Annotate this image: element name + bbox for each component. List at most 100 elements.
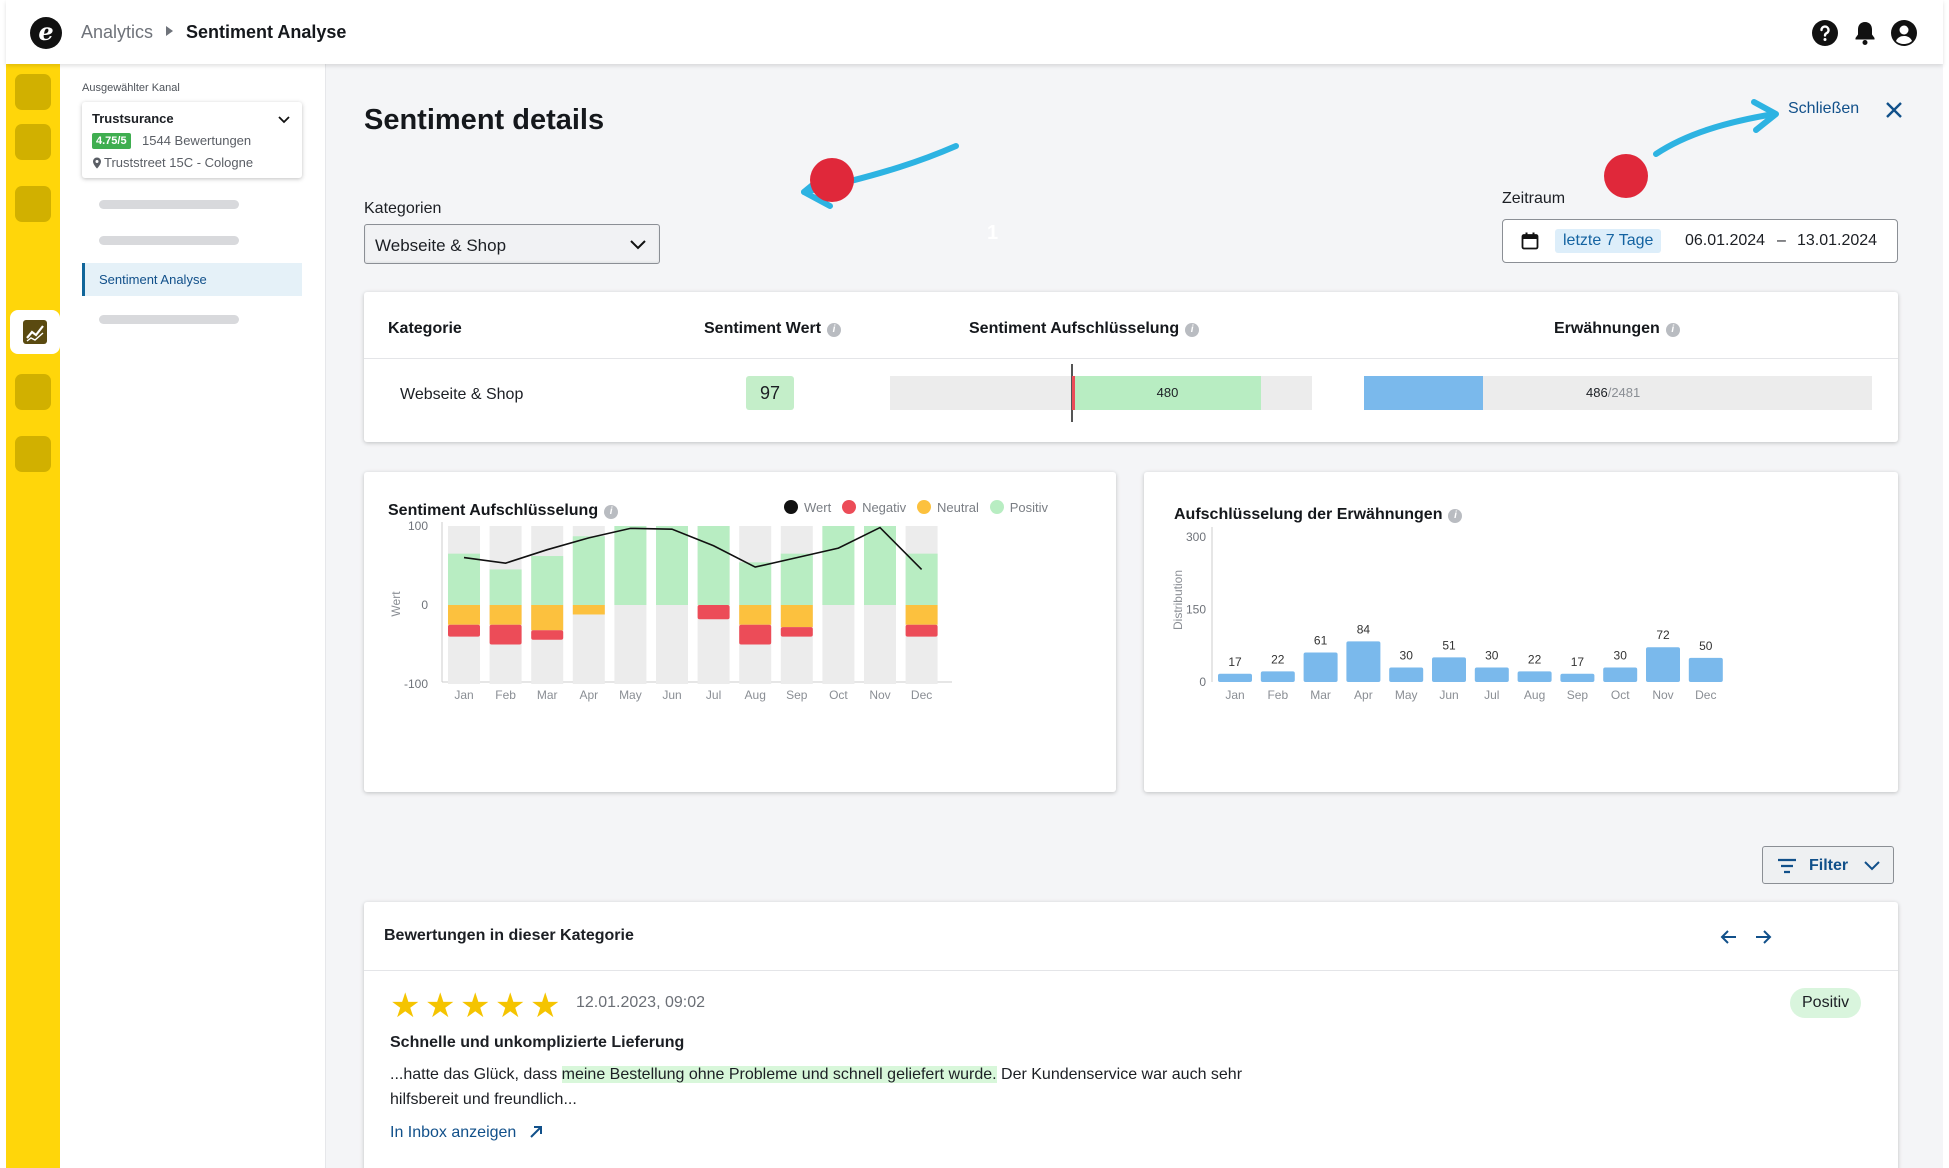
column-header-erwaehnungen: Erwähnungen i (1554, 320, 1680, 338)
legend-item-positiv[interactable]: Positiv (989, 500, 1049, 515)
filter-button[interactable]: Filter (1762, 846, 1894, 884)
info-icon[interactable]: i (827, 323, 842, 337)
y-tick-label: 150 (1186, 603, 1206, 617)
x-tick-label: Sep (1567, 688, 1589, 702)
mentions-chart-card: Aufschlüsselung der Erwähnungen i 300 150 0… (1144, 472, 1898, 792)
sidebar-item-placeholder[interactable] (99, 315, 239, 324)
sidebar-item-label: Sentiment Analyse (99, 272, 207, 287)
mentions-bar (1218, 673, 1252, 682)
bar-neutral (780, 605, 813, 628)
data-label: 22 (1271, 652, 1285, 666)
data-label: 30 (1485, 649, 1499, 663)
mentions-bar (1346, 641, 1381, 682)
sentiment-chart-svg: 100 0 -100 Wert Jan Feb Mar Apr May Jun Jul Aug Sep O… (389, 519, 952, 702)
bar-positive (614, 526, 647, 605)
rail-item[interactable] (15, 74, 51, 110)
x-tick-label: Jun (1439, 688, 1458, 702)
header-divider (364, 358, 1898, 359)
x-tick-label: Jul (706, 688, 721, 702)
bar-positive (905, 553, 938, 605)
inbox-link[interactable]: In Inbox anzeigen (390, 1124, 543, 1142)
review-text-part: Der Kundenservice war auch sehr (996, 1066, 1243, 1083)
sentiment-value-badge: 97 (746, 376, 794, 410)
star-icon: ★ (425, 987, 456, 1025)
channel-selector[interactable]: Trustsurance 4.75/5 1544 Bewertungen Tru… (82, 102, 302, 178)
bell-icon[interactable] (1851, 19, 1879, 47)
review-text-part: ...hatte das Glück, dass (390, 1066, 562, 1083)
rail-item[interactable] (15, 374, 51, 410)
breadcrumb-analytics[interactable]: Analytics (81, 22, 154, 42)
column-header-kategorie: Kategorie (388, 320, 462, 337)
review-text-part: hilfsbereit und freundlich... (390, 1091, 577, 1108)
sidebar-item-placeholder[interactable] (99, 236, 239, 245)
sentiment-breakdown-chart-card: Sentiment Aufschlüsselung i Wert Negativ … (364, 472, 1116, 792)
sidebar-item-sentiment-analyse[interactable]: Sentiment Analyse (82, 263, 302, 296)
date-range-picker[interactable]: letzte 7 Tage 06.01.2024 – 13.01.2024 (1502, 219, 1898, 263)
legend-label: Wert (804, 500, 832, 515)
info-icon[interactable]: i (604, 505, 619, 519)
data-label: 30 (1614, 649, 1628, 663)
legend-item-wert[interactable]: Wert (784, 500, 831, 515)
info-icon[interactable]: i (1448, 509, 1463, 523)
arrow-left-icon[interactable] (1720, 928, 1738, 946)
mentions-bar (1688, 657, 1723, 682)
info-icon[interactable]: i (1665, 323, 1680, 337)
rail-item[interactable] (15, 186, 51, 222)
category-select[interactable]: Webseite & Shop (364, 224, 660, 264)
sentiment-summary-table: Kategorie Sentiment Wert i Sentiment Aufs… (364, 292, 1898, 442)
x-tick-label: Mar (1310, 688, 1331, 702)
mentions-bar (1517, 671, 1552, 682)
sentiment-badge: Positiv (1790, 988, 1862, 1018)
close-icon[interactable] (1884, 100, 1904, 120)
mentions-count: 486 (1586, 385, 1608, 400)
date-separator: – (1777, 232, 1786, 249)
close-button[interactable]: Schließen (1788, 100, 1860, 117)
header-label: Erwähnungen (1554, 320, 1660, 337)
bar-neutral (531, 605, 564, 631)
legend-label: Positiv (1009, 500, 1049, 515)
bar-positive (739, 562, 772, 605)
location-pin-icon (93, 157, 101, 169)
row-category: Webseite & Shop (400, 386, 524, 403)
bar-neutral (905, 605, 938, 625)
help-icon[interactable] (1811, 19, 1839, 47)
wert-line (463, 526, 923, 571)
bar-negative (697, 605, 730, 620)
bar-negative (448, 624, 480, 637)
rail-item-analytics[interactable] (10, 310, 60, 354)
mentions-bar (1474, 667, 1509, 682)
sidebar-item-placeholder[interactable] (99, 200, 239, 209)
mentions-bar (1603, 667, 1638, 682)
legend-item-neutral[interactable]: Neutral (916, 500, 979, 515)
timeframe-preset-chip[interactable]: letzte 7 Tage (1555, 229, 1662, 253)
chart-title: Aufschlüsselung der Erwähnungen i (1174, 506, 1463, 524)
x-tick-label: Mar (537, 688, 558, 702)
sentiment-breakdown-positive-bar: 480 (1074, 376, 1261, 410)
bar-neutral (739, 605, 772, 625)
rail-item[interactable] (15, 124, 51, 160)
x-tick-label: Aug (745, 688, 766, 702)
rail-item[interactable] (15, 436, 51, 472)
channel-name: Trustsurance (92, 111, 174, 126)
sidebar: Ausgewählter Kanal Trustsurance 4.75/5 1… (60, 64, 326, 1168)
x-tick-label: Jan (454, 688, 473, 702)
sentiment-negative-bar (1072, 376, 1075, 410)
x-tick-label: May (1395, 688, 1418, 702)
app-logo[interactable]: e (30, 17, 62, 49)
breadcrumb-separator-icon (166, 26, 173, 36)
arrow-right-icon[interactable] (1754, 928, 1772, 946)
data-label: 17 (1228, 655, 1242, 669)
main-content: Sentiment details Schließen 1 2 Kategori… (326, 64, 1943, 1168)
y-tick-label: 300 (1186, 530, 1206, 544)
mentions-bar (1432, 657, 1466, 682)
account-icon[interactable] (1890, 19, 1918, 47)
bar-positive (822, 526, 855, 605)
info-icon[interactable]: i (1185, 323, 1200, 337)
x-tick-label: May (619, 688, 642, 702)
header-label: Sentiment Aufschlüsselung (969, 320, 1180, 337)
annotation-overlay (801, 99, 1779, 209)
bar-positive (572, 536, 605, 605)
chart-title-text: Aufschlüsselung der Erwähnungen (1174, 506, 1443, 523)
star-icon: ★ (495, 987, 526, 1025)
legend-item-negativ[interactable]: Negativ (842, 500, 906, 515)
